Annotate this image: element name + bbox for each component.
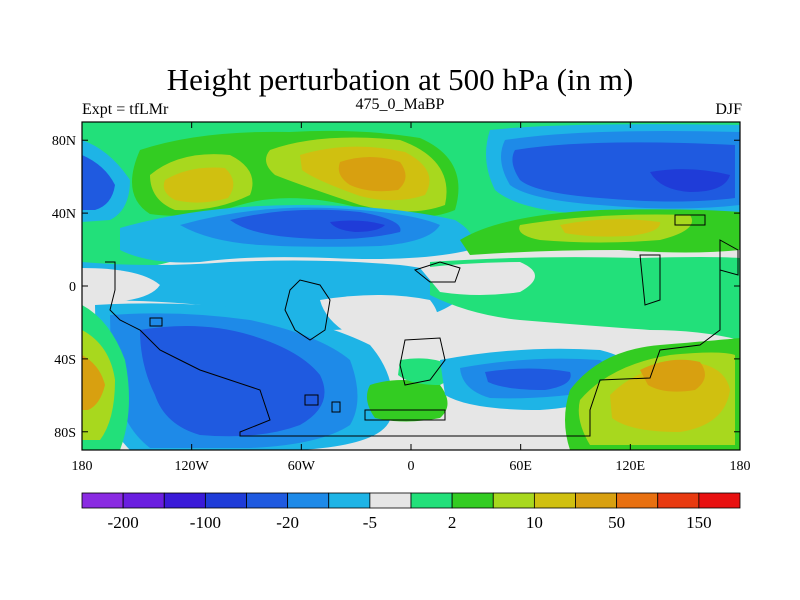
y-tick-label: 80N xyxy=(52,134,76,149)
plot-title: Height perturbation at 500 hPa (in m) xyxy=(166,62,634,97)
contour-field xyxy=(82,122,740,450)
colorbar-label: 2 xyxy=(448,513,457,532)
y-tick-label: 40N xyxy=(52,207,76,222)
colorbar-swatch xyxy=(410,492,453,509)
colorbar-swatch xyxy=(369,492,412,509)
tropics-neutral-center xyxy=(320,295,438,342)
colorbar-swatch xyxy=(163,492,206,509)
tropics-neutral-west xyxy=(82,268,160,302)
colorbar-swatch xyxy=(328,492,371,509)
colorbar-label: 50 xyxy=(608,513,625,532)
colorbar-swatch xyxy=(533,492,576,509)
period-label: 475_0_MaBP xyxy=(355,96,445,113)
colorbar-swatch xyxy=(246,492,289,509)
x-tick-label: 0 xyxy=(408,459,415,474)
x-tick-label: 180 xyxy=(730,459,751,474)
tropics-neutral-east xyxy=(420,262,535,295)
nw-darkblue-region xyxy=(82,155,115,210)
ne-deepblue-region xyxy=(650,169,730,192)
y-tick-label: 0 xyxy=(69,280,76,295)
colorbar-swatch xyxy=(122,492,165,509)
season-label: DJF xyxy=(715,101,742,118)
y-tick-label: 80S xyxy=(54,426,76,441)
asia-gold-region xyxy=(560,219,661,237)
colorbar-label: 150 xyxy=(686,513,712,532)
colorbar-swatch xyxy=(616,492,659,509)
north-orange-region xyxy=(338,157,406,192)
x-tick-label: 60W xyxy=(288,459,316,474)
colorbar-swatch xyxy=(698,492,741,509)
colorbar-label: -5 xyxy=(363,513,377,532)
colorbar-swatch xyxy=(287,492,330,509)
colorbar: -200 -100 -20 -5 2 10 50 150 xyxy=(81,492,741,532)
colorbar-swatch xyxy=(204,492,247,509)
colorbar-label: 10 xyxy=(526,513,543,532)
coastlines xyxy=(105,214,739,437)
x-tick-label: 120E xyxy=(616,459,646,474)
midlat-deepblue-region xyxy=(330,220,385,232)
colorbar-swatch xyxy=(492,492,535,509)
y-tick-label: 40S xyxy=(54,353,76,368)
satl-lightgreen-region xyxy=(398,358,452,385)
experiment-label: Expt = tfLMr xyxy=(82,101,169,118)
x-tick-label: 60E xyxy=(509,459,532,474)
colorbar-label: -20 xyxy=(276,513,299,532)
map-axes: 180 120W 60W 0 60E 120E 180 80N 40N 0 40S 80S xyxy=(52,122,751,474)
se-orange-region xyxy=(640,359,705,392)
sw-gold-region xyxy=(82,355,105,410)
colorbar-swatch xyxy=(657,492,700,509)
sio-darkblue-region xyxy=(485,368,571,390)
colorbar-swatch xyxy=(575,492,618,509)
colorbar-label: -100 xyxy=(190,513,221,532)
colorbar-swatch xyxy=(81,492,124,509)
x-tick-label: 120W xyxy=(175,459,210,474)
colorbar-swatch xyxy=(451,492,494,509)
north-gold-region xyxy=(163,167,234,203)
satl-green-region xyxy=(366,380,448,422)
colorbar-label: -200 xyxy=(108,513,139,532)
x-tick-label: 180 xyxy=(72,459,93,474)
